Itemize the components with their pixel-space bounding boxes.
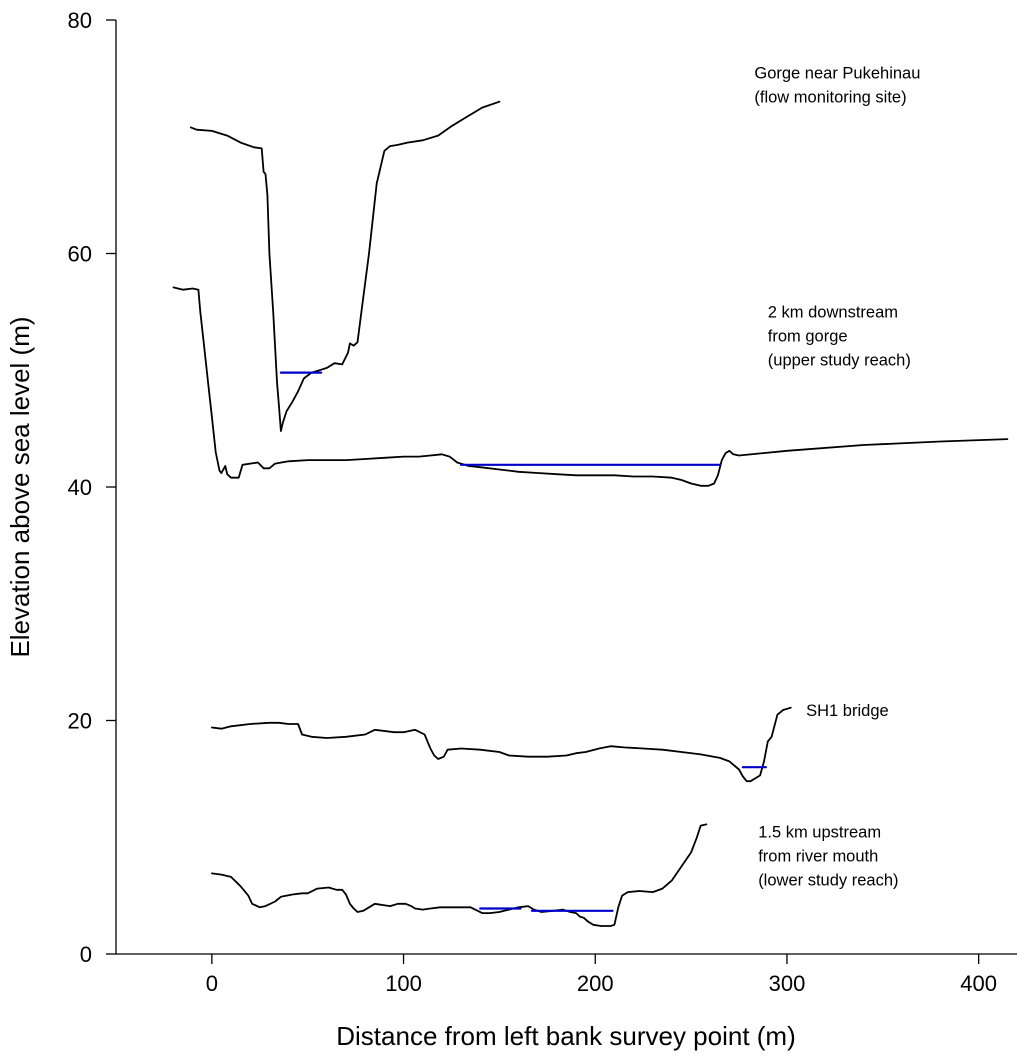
series-line-sh1-profile bbox=[212, 708, 791, 782]
y-tick-label: 20 bbox=[68, 709, 92, 734]
x-tick-label: 400 bbox=[960, 971, 997, 996]
series-line-gorge-profile bbox=[191, 102, 500, 431]
x-tick-label: 300 bbox=[769, 971, 806, 996]
x-tick-label: 200 bbox=[577, 971, 614, 996]
y-tick-label: 0 bbox=[80, 942, 92, 967]
annotations: Gorge near Pukehinau (flow monitoring sit… bbox=[754, 64, 920, 889]
y-axis-label: Elevation above sea level (m) bbox=[5, 316, 35, 657]
axes bbox=[116, 20, 1017, 954]
y-tick-label: 60 bbox=[68, 242, 92, 267]
x-axis-label: Distance from left bank survey point (m) bbox=[336, 1021, 796, 1051]
annotation-gorge: Gorge near Pukehinau (flow monitoring sit… bbox=[754, 64, 920, 106]
series-line-lower-profile bbox=[212, 824, 707, 926]
x-tick-label: 100 bbox=[385, 971, 422, 996]
series-layer bbox=[174, 102, 1008, 926]
annotation-lower: 1.5 km upstream from river mouth (lower st… bbox=[758, 823, 898, 889]
annotation-upper: 2 km downstream from gorge (upper study re… bbox=[768, 304, 911, 370]
x-tick-label: 0 bbox=[206, 971, 218, 996]
annotation-sh1: SH1 bridge bbox=[806, 702, 889, 720]
y-tick-label: 40 bbox=[68, 475, 92, 500]
y-tick-label: 80 bbox=[68, 8, 92, 33]
